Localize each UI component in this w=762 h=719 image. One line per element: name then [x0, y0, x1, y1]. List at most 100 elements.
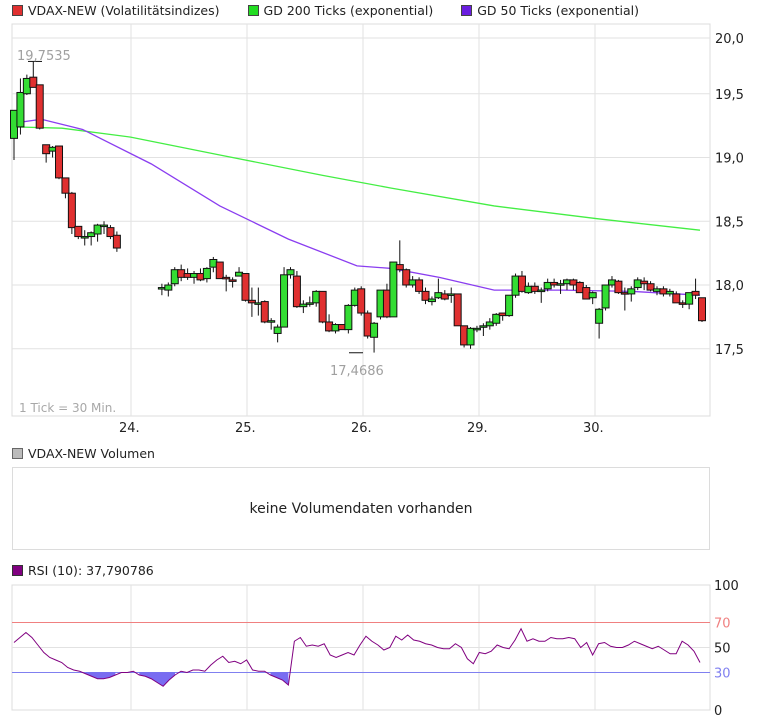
legend-label-gd50: GD 50 Ticks (exponential) — [477, 3, 639, 18]
price-chart: 20,0 19,5 19,0 18,5 18,0 17,5 24. 25. 26. 29. 30.… — [10, 23, 744, 436]
candle-up — [164, 284, 173, 291]
candle-down — [698, 297, 706, 322]
candle-down — [440, 293, 449, 300]
candle-down — [241, 273, 250, 301]
candle-down — [74, 225, 83, 238]
candle-down — [67, 192, 76, 229]
candle-up — [427, 298, 436, 303]
candle-down — [402, 269, 411, 286]
candle-down — [29, 76, 38, 88]
legend-label-gd200: GD 200 Ticks (exponential) — [263, 3, 434, 18]
candle-down — [215, 261, 224, 280]
candle-down — [222, 276, 231, 280]
date-x-axis: 24. 25. 26. 29. 30. — [119, 421, 604, 436]
candle-up — [299, 303, 308, 308]
y-tick-label: 19,5 — [715, 88, 744, 103]
candle-up — [466, 327, 475, 346]
candle-up — [202, 267, 211, 280]
candle-up — [93, 224, 102, 235]
candle-down — [395, 264, 404, 271]
rsi-oversold-area — [85, 672, 116, 679]
rsi-y-tick-label: 50 — [714, 642, 731, 657]
legend-swatch-gd200 — [247, 5, 259, 16]
candle-down — [318, 290, 327, 323]
candle-down — [530, 285, 539, 292]
legend-item-vdax: VDAX-NEW (Volatilitätsindizes) — [12, 3, 220, 18]
candle-up — [305, 302, 314, 305]
volume-panel-label: VDAX-NEW Volumen — [12, 446, 155, 461]
candle-down — [614, 280, 623, 294]
candle-up — [627, 288, 636, 295]
x-tick-label: 29. — [467, 421, 488, 436]
candle-up — [87, 232, 96, 238]
x-tick-label: 30. — [583, 421, 604, 436]
candle-down — [672, 293, 681, 304]
legend-label-vdax: VDAX-NEW (Volatilitätsindizes) — [28, 3, 220, 18]
candle-down — [112, 234, 121, 249]
candle-down — [421, 290, 430, 301]
legend-swatch-gd50 — [461, 5, 473, 16]
volume-swatch — [12, 448, 23, 459]
candle-down — [61, 177, 70, 194]
candle-down — [517, 275, 526, 292]
moving-average-lines — [13, 118, 701, 296]
candle-up — [286, 269, 295, 276]
legend-item-gd50: GD 50 Ticks (exponential) — [461, 3, 639, 18]
x-tick-label: 26. — [351, 421, 372, 436]
rsi-oversold-area — [270, 672, 289, 685]
candle-up — [505, 294, 514, 317]
candle-up — [273, 326, 282, 334]
candle-up — [601, 284, 610, 309]
rsi-y-tick-label: 100 — [714, 580, 739, 594]
rsi-swatch — [12, 565, 23, 576]
rsi-y-axis: 100 70 50 30 0 — [714, 580, 739, 719]
rsi-polyline — [13, 627, 701, 687]
candle-down — [357, 288, 366, 314]
candle-up — [16, 91, 25, 128]
candle-down — [228, 279, 237, 282]
rsi-line — [13, 627, 701, 687]
x-tick-label: 24. — [119, 421, 140, 436]
candle-up — [479, 325, 488, 328]
candle-down — [691, 290, 700, 296]
volume-label-text: VDAX-NEW Volumen — [28, 446, 155, 461]
candle-down — [106, 227, 115, 238]
candle-up — [595, 308, 604, 324]
candle-up — [543, 281, 552, 290]
y-tick-label: 20,0 — [715, 32, 744, 47]
candle-down — [415, 279, 424, 292]
candle-down — [640, 280, 649, 285]
y-tick-label: 19,0 — [715, 152, 744, 167]
rsi-grid — [11, 584, 711, 711]
price-y-axis: 20,0 19,5 19,0 18,5 18,0 17,5 — [715, 32, 744, 358]
legend-item-gd200: GD 200 Ticks (exponential) — [247, 3, 434, 18]
gd50-line — [13, 118, 701, 296]
candle-up — [80, 236, 89, 239]
candle-up — [389, 261, 398, 318]
candle-up — [665, 290, 674, 295]
candle-up — [100, 224, 109, 228]
candlesticks — [10, 60, 706, 354]
volume-panel: keine Volumendaten vorhanden — [12, 467, 710, 550]
rsi-chart: 100 70 50 30 0 — [11, 580, 739, 719]
rsi-panel-label: RSI (10): 37,790786 — [12, 563, 154, 578]
candle-up — [370, 322, 379, 338]
candle-up — [556, 283, 565, 286]
candle-down — [453, 293, 462, 327]
candle-down — [292, 275, 301, 308]
x-tick-label: 25. — [235, 421, 256, 436]
y-tick-label: 18,0 — [715, 279, 744, 294]
rsi-y-tick-label: 30 — [714, 667, 731, 682]
plot-area — [11, 23, 711, 417]
rsi-y-tick-label: 0 — [714, 704, 722, 719]
legend-swatch-vdax — [12, 5, 23, 16]
candle-up — [344, 304, 353, 331]
candle-down — [247, 299, 256, 304]
candle-up — [537, 289, 546, 293]
candle-down — [646, 283, 655, 291]
candle-up — [485, 321, 494, 327]
candle-up — [588, 292, 597, 299]
rsi-y-tick-label: 70 — [714, 617, 731, 632]
low-value-label: 17,4686 — [330, 364, 384, 379]
candle-up — [492, 313, 501, 324]
